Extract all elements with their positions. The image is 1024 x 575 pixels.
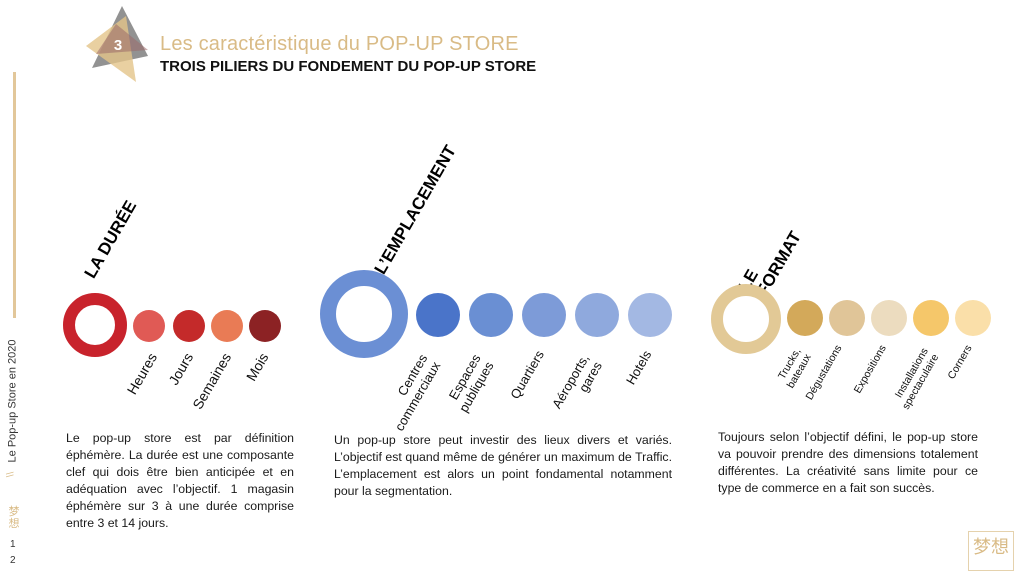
pillar-location-heading: L’EMPLACEMENT	[370, 142, 460, 278]
format-dot-trucks	[787, 300, 823, 336]
format-dot-exhibitions	[871, 300, 907, 336]
pillar-duration-ring	[63, 293, 127, 357]
pillar-duration-description: Le pop-up store est par définition éphém…	[66, 431, 294, 530]
format-label-tastings: Dégustations	[803, 343, 845, 403]
location-dot-hotels	[628, 293, 672, 337]
format-label-corners: Corners	[945, 343, 975, 382]
duration-dot-months	[249, 310, 281, 342]
location-label-districts: Quartiers	[506, 347, 547, 402]
duration-label-days: Jours	[164, 350, 196, 388]
pillar-format-ring	[711, 284, 781, 354]
page-subtitle: TROIS PILIERS DU FONDEMENT DU POP-UP STO…	[160, 58, 537, 75]
duration-dot-hours	[133, 310, 165, 342]
page-number-line2: 2	[10, 555, 16, 566]
sidebar-divider	[13, 72, 16, 318]
location-label-hotels: Hotels	[623, 347, 655, 388]
pillar-location-description: Un pop-up store peut investir des lieux …	[334, 433, 672, 498]
format-dot-tastings	[829, 300, 865, 336]
duration-label-hours: Heures	[123, 350, 160, 398]
sidebar-separator: \\	[5, 471, 17, 478]
location-dot-public-spaces	[469, 293, 513, 337]
location-dot-districts	[522, 293, 566, 337]
pillar-format-description: Toujours selon l’objectif défini, le pop…	[718, 430, 978, 495]
section-triangles-icon	[86, 6, 148, 82]
duration-dot-weeks	[211, 310, 243, 342]
sidebar-logo: 梦想	[8, 506, 20, 530]
brand-logo: 梦想	[968, 531, 1014, 571]
duration-label-months: Mois	[243, 350, 272, 384]
location-label-malls: Centres commerciaux	[391, 351, 443, 434]
page-number-line1: 1	[10, 539, 16, 550]
pillar-location-ring	[320, 270, 408, 358]
format-dot-installations	[913, 300, 949, 336]
location-label-public-spaces: Espaces publiques	[446, 351, 497, 415]
page-title: Les caractéristique du POP-UP STORE	[160, 33, 519, 55]
section-number: 3	[113, 37, 123, 54]
duration-label-weeks: Semaines	[188, 350, 234, 412]
sidebar-presentation-title: Le Pop-up Store en 2020	[6, 339, 19, 463]
format-dot-corners	[955, 300, 991, 336]
pillar-duration-heading: LA DURÉE	[80, 197, 141, 282]
duration-dot-days	[173, 310, 205, 342]
format-label-exhibitions: Expositions	[851, 343, 890, 396]
location-dot-airports	[575, 293, 619, 337]
location-label-airports: Aéroports, gares	[549, 351, 605, 411]
format-label-installations: Installations spectaculaire	[892, 346, 942, 412]
format-label-trucks: Trucks, bateaux	[775, 346, 814, 391]
location-dot-malls	[416, 293, 460, 337]
